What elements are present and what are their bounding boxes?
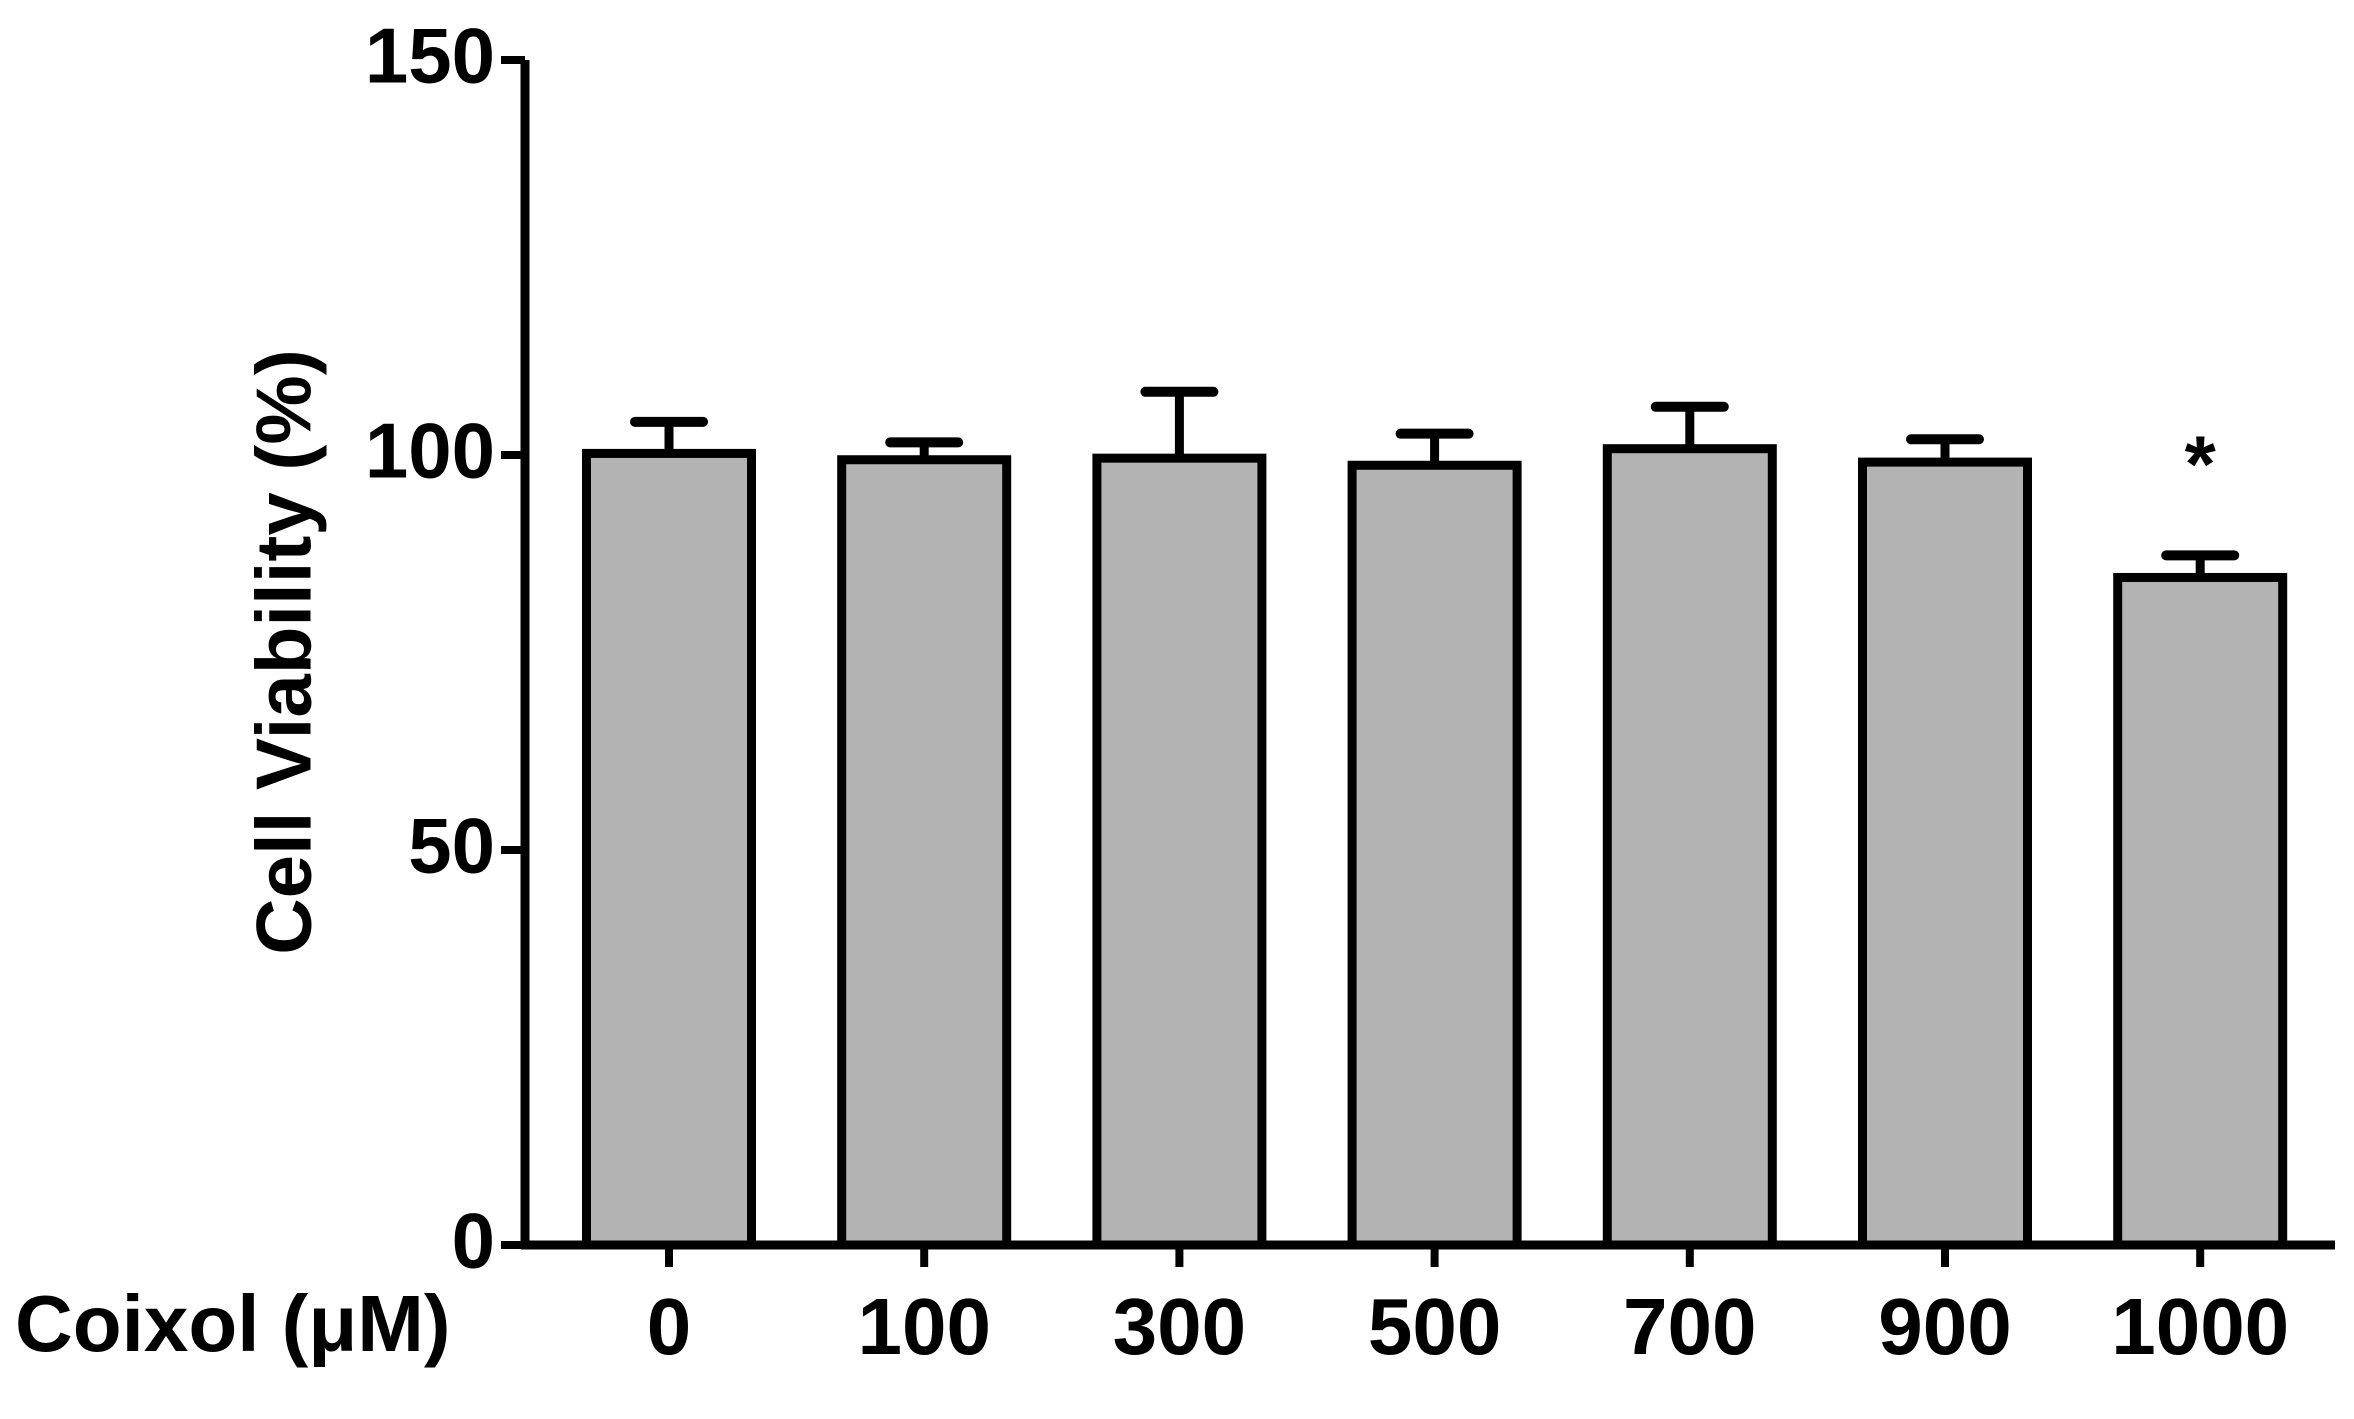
bar (582, 448, 756, 1250)
bar (837, 455, 1012, 1250)
bar (1858, 457, 2032, 1250)
x-tick-label: 1000 (2111, 1282, 2289, 1371)
x-tick-label: 900 (1878, 1282, 2011, 1371)
bar (1347, 460, 1522, 1250)
y-tick-label: 150 (365, 12, 495, 100)
y-axis-label: Cell Viability (%) (240, 349, 328, 954)
bar (2113, 572, 2288, 1250)
x-tick-label: 500 (1368, 1282, 1501, 1371)
significance-marker: * (2185, 419, 2217, 508)
x-tick-label: 100 (857, 1282, 990, 1371)
bar (1092, 453, 1267, 1250)
bar (1602, 444, 1777, 1250)
x-axis-label: Coixol (μM) (15, 1279, 451, 1368)
y-tick-label: 100 (365, 407, 495, 495)
y-tick-label: 0 (452, 1197, 495, 1285)
x-tick-label: 700 (1623, 1282, 1756, 1371)
y-tick-label: 50 (408, 802, 495, 890)
x-tick-label: 0 (647, 1282, 692, 1371)
x-tick-label: 300 (1113, 1282, 1246, 1371)
